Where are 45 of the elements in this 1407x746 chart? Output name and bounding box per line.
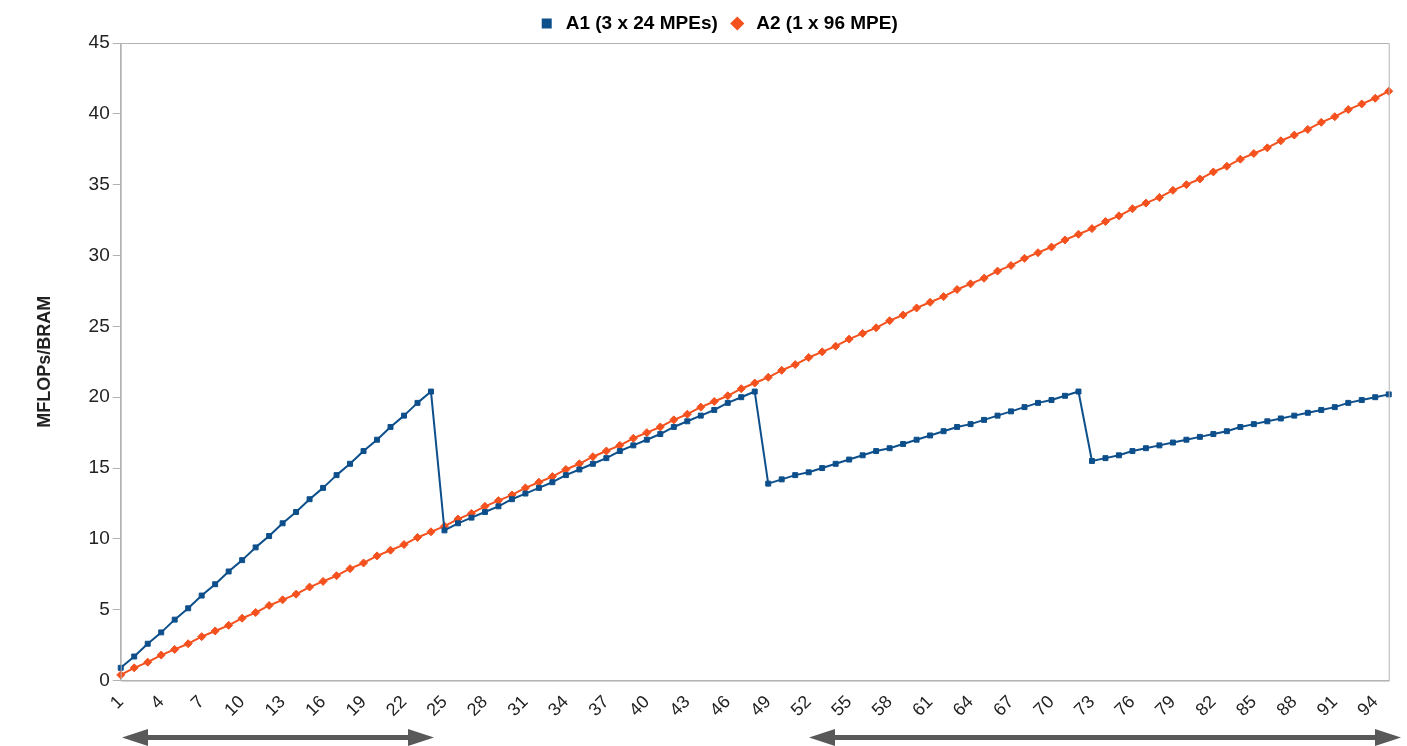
x-tick-label: 7 xyxy=(186,691,209,713)
x-tick-label: 85 xyxy=(1231,691,1261,720)
x-tick-label: 64 xyxy=(948,691,977,720)
x-tick-label: 25 xyxy=(422,691,451,720)
y-tick-label: 0 xyxy=(99,668,110,690)
x-tick-label: 40 xyxy=(624,691,654,720)
x-tick-label: 37 xyxy=(584,691,613,720)
x-tick-label: 61 xyxy=(908,691,937,720)
x-tick-label: 10 xyxy=(220,691,249,720)
y-tick-label: 15 xyxy=(88,456,110,478)
legend-label: A2 (1 x 96 MPE) xyxy=(756,11,898,33)
x-tick-label: 46 xyxy=(705,691,735,720)
x-tick-label: 91 xyxy=(1312,691,1342,720)
x-tick-label: 4 xyxy=(146,691,168,713)
x-tick-label: 52 xyxy=(786,691,816,720)
x-tick-label: 67 xyxy=(989,691,1018,720)
legend-label: A1 (3 x 24 MPEs) xyxy=(565,11,718,33)
y-tick-label: 20 xyxy=(88,385,110,407)
x-tick-label: 88 xyxy=(1272,691,1301,720)
y-tick-label: 45 xyxy=(88,31,110,53)
x-tick-label: 73 xyxy=(1070,691,1099,720)
x-tick-label: 70 xyxy=(1029,691,1058,720)
x-tick-label: 58 xyxy=(867,691,896,720)
x-tick-label: 13 xyxy=(260,691,289,720)
y-tick-label: 10 xyxy=(88,527,110,549)
x-tick-label: 43 xyxy=(665,691,694,720)
x-tick-label: 79 xyxy=(1150,691,1180,720)
x-tick-label: 82 xyxy=(1191,691,1220,720)
y-tick-label: 25 xyxy=(88,314,110,336)
x-tick-label: 1 xyxy=(105,691,128,713)
y-axis-title: MFLOPs/BRAM xyxy=(33,295,54,428)
y-tick-label: 40 xyxy=(88,102,110,124)
x-tick-label: 28 xyxy=(462,691,492,720)
y-tick-label: 5 xyxy=(99,597,110,619)
x-tick-label: 22 xyxy=(382,691,411,720)
x-tick-label: 31 xyxy=(503,691,532,720)
x-tick-label: 49 xyxy=(746,691,775,720)
x-tick-label: 76 xyxy=(1110,691,1139,720)
y-tick-label: 30 xyxy=(88,243,110,265)
x-tick-label: 19 xyxy=(341,691,370,720)
y-tick-label: 35 xyxy=(88,172,110,194)
x-tick-label: 94 xyxy=(1353,691,1382,720)
x-tick-label: 55 xyxy=(827,691,856,720)
x-tick-label: 16 xyxy=(301,691,330,720)
x-tick-label: 34 xyxy=(543,691,573,720)
